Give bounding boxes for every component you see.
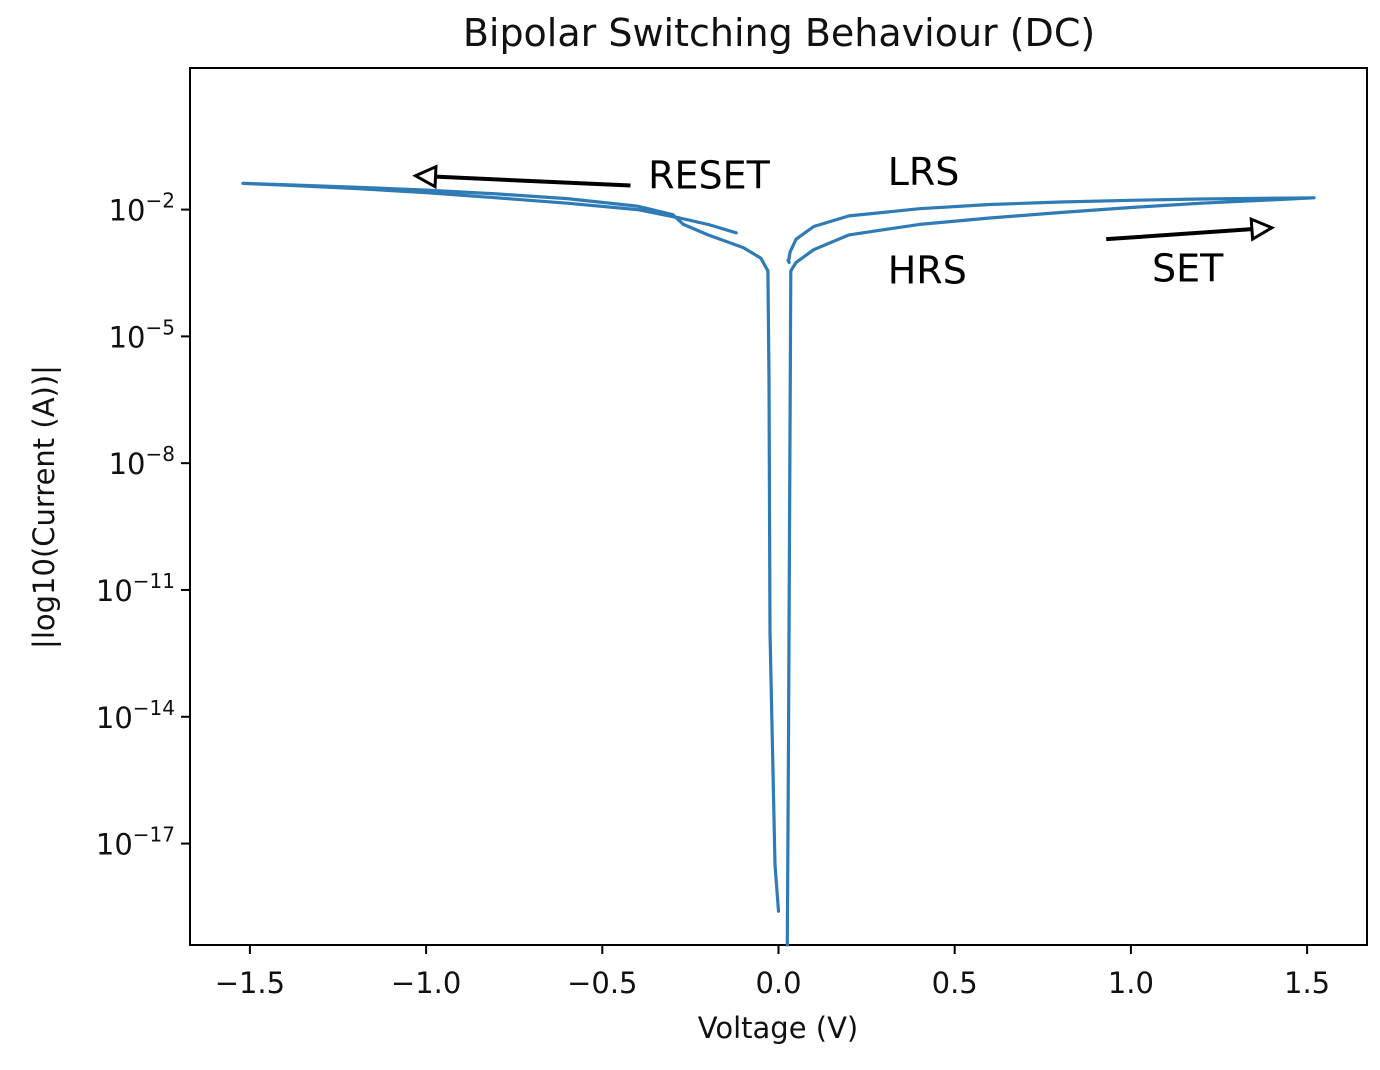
chart-title: Bipolar Switching Behaviour (DC) [463,11,1095,55]
x-tick-label: −1.5 [215,966,285,1000]
annotation-layer: RESET LRS HRS SET [648,150,1224,292]
series-line-1 [241,181,781,913]
series-line-2 [785,196,1316,947]
set-arrow [1106,216,1276,242]
x-tick-label: 0.0 [755,966,801,1000]
y-axis: 10−2 10−5 10−8 10−11 10−14 10−17 [96,189,190,862]
y-tick-label: 10−17 [96,823,175,862]
x-axis-label: Voltage (V) [698,1011,858,1045]
arrow-layer [412,164,1276,242]
y-tick-label: 10−8 [109,442,175,481]
x-axis: −1.5 −1.0 −0.5 0.0 0.5 1.0 1.5 [215,945,1330,1000]
annotation-reset: RESET [648,153,771,197]
y-axis-label: |log10(Current (A))| [27,365,61,649]
y-tick-label: 10−11 [96,569,175,608]
x-tick-label: 0.5 [932,966,978,1000]
reset-arrow [412,164,631,190]
y-tick-label: 10−5 [109,315,175,354]
annotation-hrs: HRS [888,249,967,293]
y-tick-label: 10−14 [96,696,175,735]
annotation-lrs: LRS [888,150,960,194]
x-tick-label: −0.5 [567,966,637,1000]
plot-area: RESET LRS HRS SET [189,67,1368,947]
y-tick-label: 10−2 [109,189,175,228]
annotation-set: SET [1152,246,1224,290]
x-tick-label: 1.5 [1284,966,1330,1000]
series-layer [241,181,1316,947]
x-tick-label: −1.0 [391,966,461,1000]
x-tick-label: 1.0 [1108,966,1154,1000]
